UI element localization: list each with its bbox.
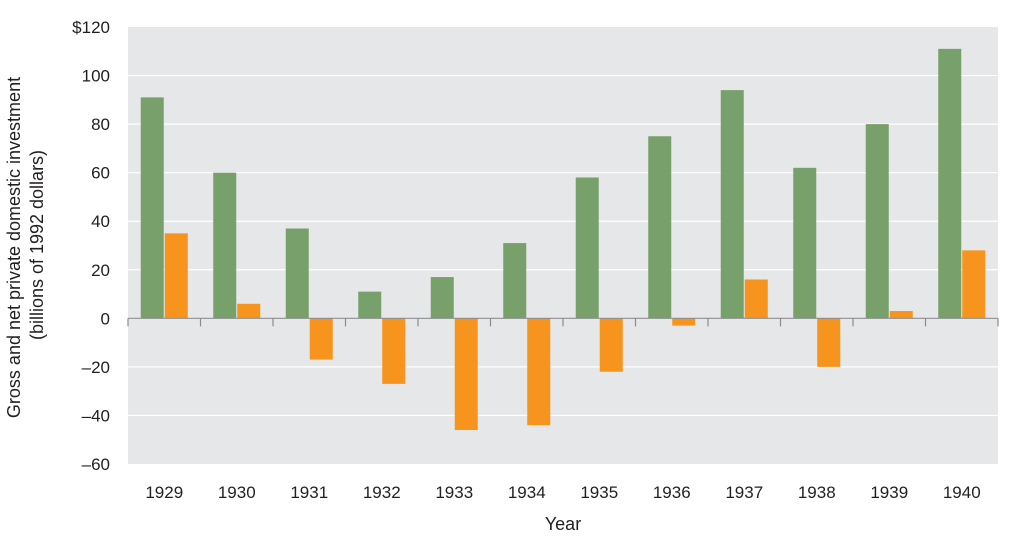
bar-net: [237, 303, 261, 319]
plot-area: [128, 27, 998, 464]
x-tick-label: 1940: [943, 483, 981, 502]
y-tick-label: 80: [91, 115, 110, 134]
x-tick-label: 1936: [653, 483, 691, 502]
bar-net: [164, 233, 188, 319]
x-tick-label: 1937: [725, 483, 763, 502]
bar-gross: [865, 124, 889, 319]
x-tick-label: 1934: [508, 483, 546, 502]
axes: $120 100 80 60 40 20 0 –20 –40 –60 1929 1930 1931 193…: [72, 18, 999, 502]
bar-gross: [793, 167, 817, 319]
y-tick-label: 40: [91, 212, 110, 231]
y-tick-label: 0: [101, 309, 110, 328]
y-tick-label: –20: [82, 358, 110, 377]
y-tick-label: 60: [91, 164, 110, 183]
x-tick-label: 1930: [218, 483, 256, 502]
y-tick-label: 20: [91, 261, 110, 280]
bar-net: [672, 318, 696, 326]
bar-net: [962, 250, 986, 319]
bar-gross: [503, 243, 527, 319]
bar-net: [889, 311, 913, 319]
bar-net: [599, 318, 623, 372]
bar-gross: [285, 228, 309, 319]
bar-gross: [358, 291, 382, 319]
x-tick-label: 1938: [798, 483, 836, 502]
y-tick-label: –60: [82, 455, 110, 474]
bar-gross: [140, 97, 164, 319]
bar-net: [382, 318, 406, 384]
bar-net: [817, 318, 841, 367]
x-tick-label: 1932: [363, 483, 401, 502]
bar-gross: [430, 277, 454, 319]
x-tick-label: 1929: [145, 483, 183, 502]
bar-gross: [213, 172, 237, 319]
x-tick-label: 1931: [290, 483, 328, 502]
bar-net: [744, 279, 768, 319]
y-axis-title: Gross and net private domestic investmen…: [4, 72, 47, 418]
bar-gross: [575, 177, 599, 319]
bar-net: [454, 318, 478, 431]
y-axis-title-line-1: Gross and net private domestic investmen…: [4, 77, 24, 418]
bar-net: [527, 318, 551, 426]
bar-net: [309, 318, 333, 360]
x-tick-label: 1933: [435, 483, 473, 502]
y-axis-title-line-2: (billions of 1992 dollars): [27, 150, 47, 340]
x-axis-title: Year: [545, 514, 581, 534]
y-tick-label: $120: [72, 18, 110, 37]
bar-gross: [648, 136, 672, 319]
bar-gross: [938, 48, 962, 319]
bars: [140, 48, 986, 431]
x-tick-label: 1935: [580, 483, 618, 502]
x-tick-label: 1939: [870, 483, 908, 502]
y-tick-label: –40: [82, 406, 110, 425]
y-tick-label: 100: [82, 67, 110, 86]
bar-gross: [720, 90, 744, 319]
